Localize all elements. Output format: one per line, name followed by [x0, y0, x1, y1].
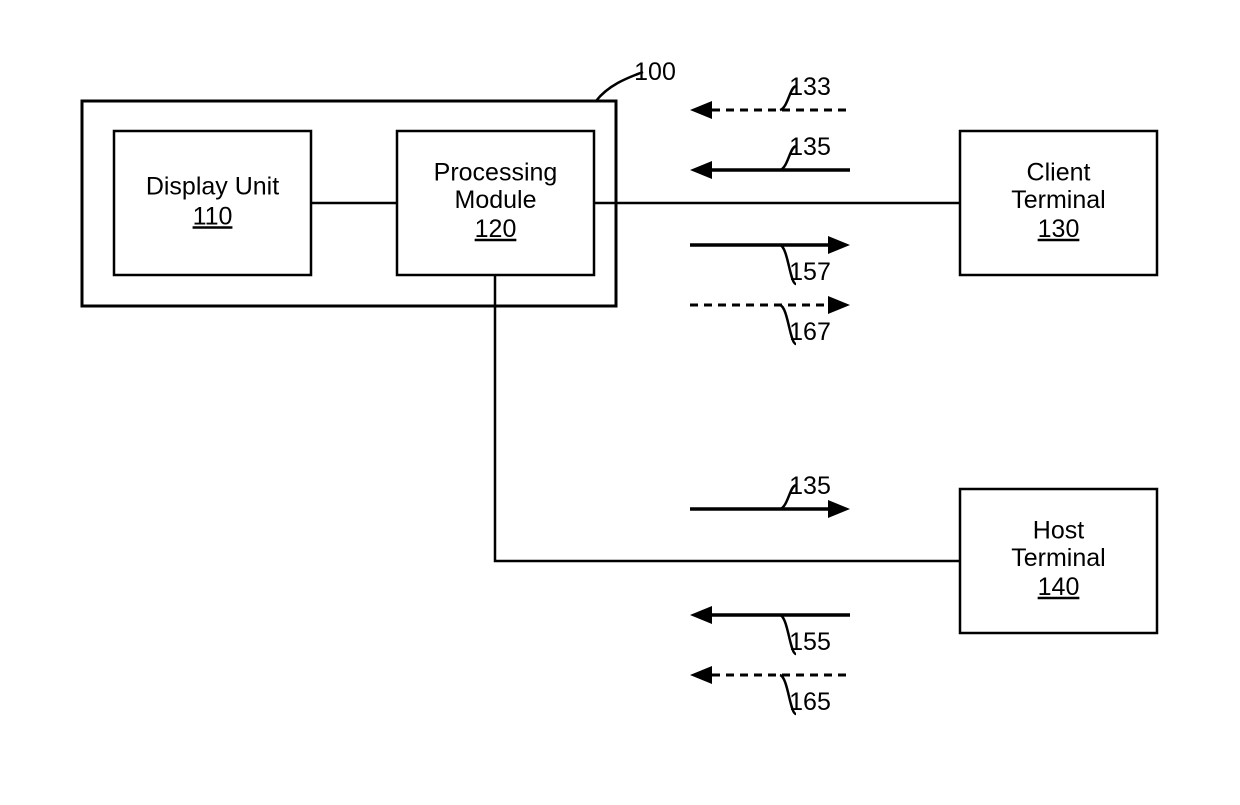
processing-module-label-2: Module [455, 186, 537, 214]
host-arrow-165-head [690, 666, 712, 684]
host-arrow-165-label: 165 [789, 688, 831, 716]
host-arrow-155-label: 155 [789, 628, 831, 656]
client-arrow-167-label: 167 [789, 318, 831, 346]
client-terminal-label-1: Client [1027, 159, 1091, 187]
host-arrow-135-head [828, 500, 850, 518]
display-unit-id: 110 [193, 202, 233, 230]
host-terminal-label-2: Terminal [1011, 544, 1105, 572]
processing-module-id: 120 [475, 215, 517, 243]
processing-module-label-1: Processing [434, 159, 558, 187]
client-arrow-157-head [828, 236, 850, 254]
client-arrow-133-head [690, 101, 712, 119]
display-unit-label-1: Display Unit [146, 172, 279, 200]
host-terminal-label-1: Host [1033, 517, 1084, 545]
host-arrow-155-head [690, 606, 712, 624]
client-arrow-167-head [828, 296, 850, 314]
client-arrow-135-head [690, 161, 712, 179]
client-arrow-157-label: 157 [789, 258, 831, 286]
client-terminal-id: 130 [1038, 215, 1080, 243]
host-terminal-id: 140 [1038, 573, 1080, 601]
connector-processing-host [495, 275, 960, 561]
client-terminal-label-2: Terminal [1011, 186, 1105, 214]
